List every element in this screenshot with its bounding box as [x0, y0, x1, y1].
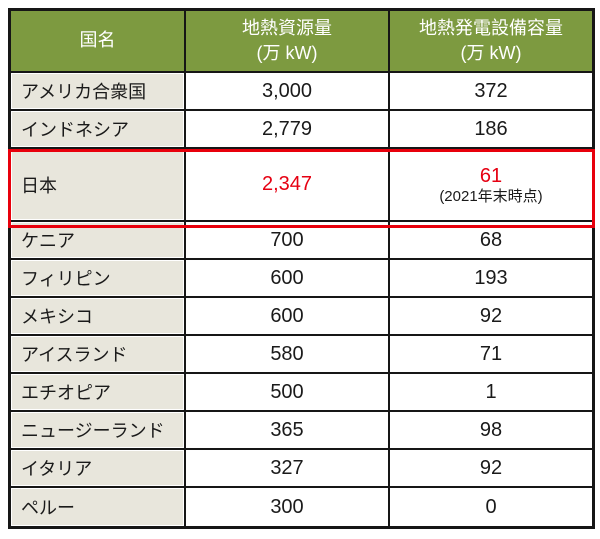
table-row-newzealand: ニュージーランド 365 98 — [11, 412, 592, 450]
table-row-indonesia: インドネシア 2,779 186 — [11, 111, 592, 149]
geothermal-table: 国名 地熱資源量 (万 kW) 地熱発電設備容量 (万 kW) アメリカ合衆国 … — [11, 11, 592, 526]
header-capacity-title: 地熱発電設備容量 — [419, 17, 563, 38]
country-cell: エチオピア — [11, 374, 186, 412]
resource-cell: 2,779 — [186, 111, 390, 149]
capacity-cell: 68 — [390, 222, 592, 260]
capacity-cell: 61 (2021年末時点) — [390, 149, 592, 222]
resource-cell: 500 — [186, 374, 390, 412]
header-resource: 地熱資源量 (万 kW) — [186, 11, 390, 73]
country-cell: イタリア — [11, 450, 186, 488]
country-cell: ペルー — [11, 488, 186, 526]
capacity-cell: 71 — [390, 336, 592, 374]
table-row-ethiopia: エチオピア 500 1 — [11, 374, 592, 412]
resource-cell: 600 — [186, 260, 390, 298]
country-cell: ニュージーランド — [11, 412, 186, 450]
table-row-kenya: ケニア 700 68 — [11, 222, 592, 260]
resource-cell: 580 — [186, 336, 390, 374]
table-row-peru: ペルー 300 0 — [11, 488, 592, 526]
capacity-cell: 92 — [390, 298, 592, 336]
country-cell: アイスランド — [11, 336, 186, 374]
resource-cell: 700 — [186, 222, 390, 260]
header-capacity-unit: (万 kW) — [460, 43, 522, 63]
table-row-usa: アメリカ合衆国 3,000 372 — [11, 73, 592, 111]
capacity-cell: 186 — [390, 111, 592, 149]
table-row-philippines: フィリピン 600 193 — [11, 260, 592, 298]
geothermal-table-wrap: 国名 地熱資源量 (万 kW) 地熱発電設備容量 (万 kW) アメリカ合衆国 … — [8, 8, 595, 529]
header-country: 国名 — [11, 11, 186, 73]
capacity-cell: 92 — [390, 450, 592, 488]
header-row: 国名 地熱資源量 (万 kW) 地熱発電設備容量 (万 kW) — [11, 11, 592, 73]
header-resource-title: 地熱資源量 — [242, 17, 332, 38]
header-capacity: 地熱発電設備容量 (万 kW) — [390, 11, 592, 73]
resource-cell: 3,000 — [186, 73, 390, 111]
country-cell: ケニア — [11, 222, 186, 260]
country-cell: 日本 — [11, 149, 186, 222]
resource-cell: 2,347 — [186, 149, 390, 222]
table-row-mexico: メキシコ 600 92 — [11, 298, 592, 336]
table-row-japan: 日本 2,347 61 (2021年末時点) — [11, 149, 592, 222]
country-cell: メキシコ — [11, 298, 186, 336]
capacity-cell: 0 — [390, 488, 592, 526]
header-resource-unit: (万 kW) — [256, 43, 318, 63]
capacity-cell: 193 — [390, 260, 592, 298]
country-cell: インドネシア — [11, 111, 186, 149]
country-cell: アメリカ合衆国 — [11, 73, 186, 111]
resource-cell: 327 — [186, 450, 390, 488]
capacity-note: (2021年末時点) — [439, 187, 543, 205]
capacity-cell: 98 — [390, 412, 592, 450]
capacity-value: 61 — [479, 164, 503, 187]
resource-cell: 365 — [186, 412, 390, 450]
table-row-iceland: アイスランド 580 71 — [11, 336, 592, 374]
table-row-italy: イタリア 327 92 — [11, 450, 592, 488]
resource-cell: 300 — [186, 488, 390, 526]
capacity-cell: 372 — [390, 73, 592, 111]
capacity-cell: 1 — [390, 374, 592, 412]
resource-cell: 600 — [186, 298, 390, 336]
country-cell: フィリピン — [11, 260, 186, 298]
